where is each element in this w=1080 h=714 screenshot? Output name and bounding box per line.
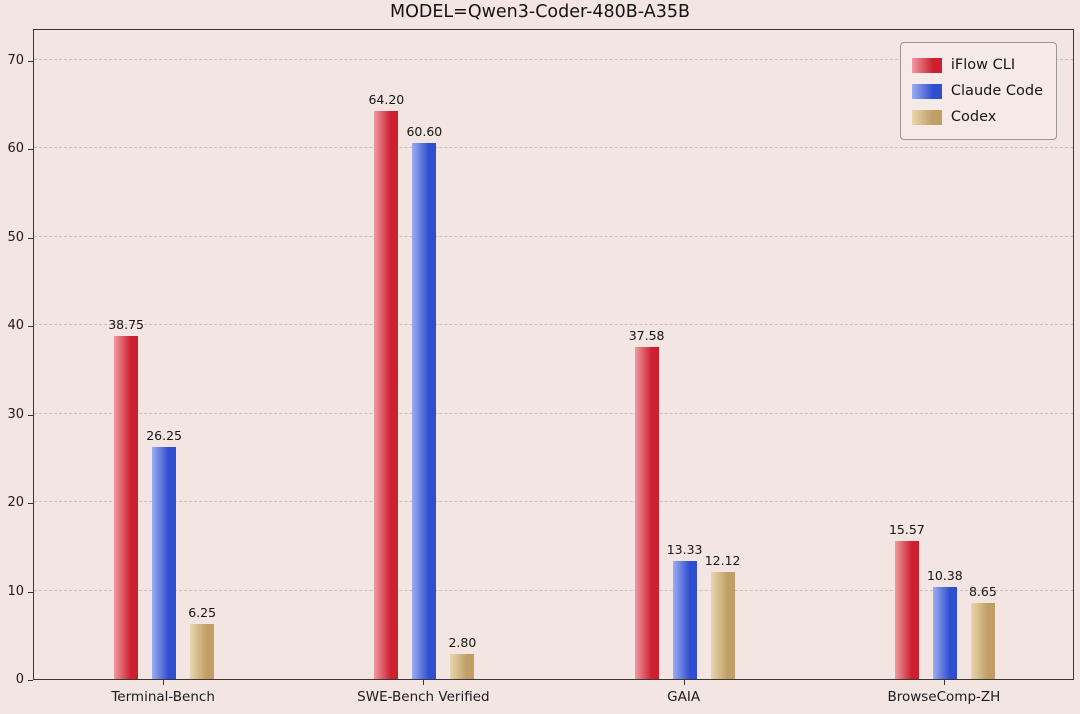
legend-label: Claude Code: [950, 83, 1043, 99]
y-tick-mark: [28, 414, 33, 416]
chart-title: MODEL=Qwen3-Coder-480B-A35B: [390, 2, 690, 22]
y-tick-mark: [28, 326, 33, 328]
x-tick-label: SWE-Bench Verified: [357, 689, 490, 705]
bar-iflow-cli: [634, 346, 659, 679]
x-tick-label: GAIA: [667, 689, 701, 705]
y-tick-mark: [28, 237, 33, 239]
y-tick-mark: [28, 149, 33, 151]
x-tick-mark: [943, 680, 945, 685]
x-tick-mark: [683, 680, 685, 685]
bar-claude-code: [152, 446, 177, 679]
bar-value-label: 2.80: [448, 635, 477, 651]
x-tick-label: Terminal-Bench: [111, 689, 215, 705]
bar-value-label: 10.38: [926, 568, 963, 584]
bar-value-label: 13.33: [666, 542, 703, 558]
legend-swatch-icon: [911, 83, 942, 99]
x-tick-mark: [423, 680, 425, 685]
y-tick-mark: [28, 680, 33, 681]
gridline: [34, 58, 1073, 60]
bar-value-label: 6.25: [188, 604, 217, 620]
bar-codex: [190, 623, 215, 679]
y-tick-label: 10: [7, 583, 24, 599]
x-tick-label: BrowseComp-ZH: [887, 689, 1001, 705]
bar-claude-code: [932, 587, 957, 679]
bar-codex: [450, 654, 475, 679]
gridline: [34, 324, 1073, 326]
bar-value-label: 26.25: [146, 427, 183, 443]
gridline: [34, 147, 1073, 149]
bar-codex: [970, 602, 995, 679]
y-tick-label: 40: [7, 318, 24, 334]
legend-item-iflow-cli: iFlow CLI: [911, 52, 1043, 78]
legend-swatch-icon: [911, 109, 942, 125]
y-tick-label: 50: [7, 229, 24, 245]
plot-area: 38.75 26.25 6.25 64.20 60.60 2.80 37.58 13.33 12…: [33, 29, 1074, 680]
bar-value-label: 8.65: [968, 583, 997, 599]
legend-label: Codex: [950, 109, 997, 125]
gridline: [34, 501, 1073, 503]
bar-value-label: 64.20: [368, 92, 405, 108]
bar-iflow-cli: [114, 336, 139, 679]
legend-swatch-icon: [911, 57, 942, 73]
y-tick-mark: [28, 503, 33, 505]
bar-iflow-cli: [894, 541, 919, 679]
y-tick-label: 30: [7, 406, 24, 422]
y-tick-label: 0: [15, 672, 24, 687]
bar-value-label: 38.75: [108, 317, 145, 333]
legend: iFlow CLI Claude Code Codex: [899, 42, 1057, 140]
bar-value-label: 60.60: [406, 124, 443, 139]
y-tick-mark: [28, 591, 33, 593]
bar-claude-code: [672, 561, 697, 679]
bar-value-label: 37.58: [628, 327, 665, 343]
gridline: [34, 412, 1073, 414]
y-tick-label: 60: [7, 141, 24, 157]
y-tick-label: 70: [7, 52, 24, 68]
legend-label: iFlow CLI: [950, 57, 1016, 73]
y-tick-mark: [28, 60, 33, 62]
x-tick-mark: [163, 680, 165, 685]
bar-iflow-cli: [374, 111, 399, 679]
legend-item-claude-code: Claude Code: [911, 78, 1043, 104]
legend-item-codex: Codex: [911, 104, 1043, 130]
bar-codex: [710, 571, 735, 679]
y-tick-label: 20: [7, 495, 24, 511]
gridline: [34, 589, 1073, 591]
gridline: [34, 235, 1073, 237]
bar-value-label: 12.12: [704, 552, 741, 568]
bar-value-label: 15.57: [888, 522, 925, 538]
bar-claude-code: [412, 143, 437, 679]
